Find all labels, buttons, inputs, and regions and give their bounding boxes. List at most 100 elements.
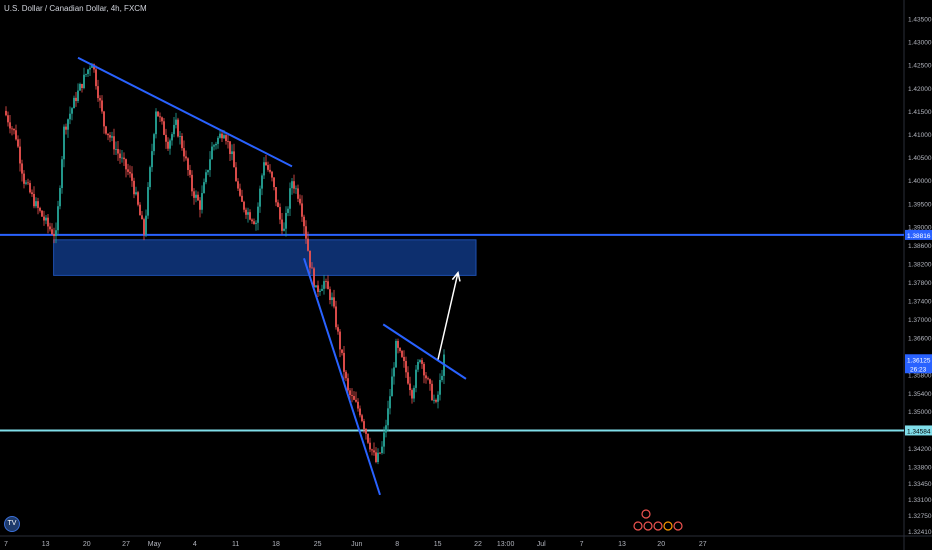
economic-event-icon <box>643 521 653 531</box>
candle-body <box>145 215 147 235</box>
candle-body <box>231 151 233 155</box>
candle-body <box>437 394 439 402</box>
candle-body <box>209 159 211 171</box>
candle-body <box>187 158 189 170</box>
candle-body <box>341 349 343 353</box>
candle-body <box>121 157 123 159</box>
candle-body <box>397 340 399 348</box>
date-tick-label: Jul <box>537 541 546 548</box>
candle-body <box>195 194 197 198</box>
candle-body <box>101 100 103 112</box>
candle-body <box>269 169 271 172</box>
candle-body <box>319 290 321 292</box>
candle-body <box>97 86 99 99</box>
candle-body <box>287 208 289 213</box>
price-tick-label: 1.33800 <box>908 465 932 472</box>
candle-body <box>157 111 159 117</box>
candle-body <box>283 228 285 231</box>
candle-body <box>139 204 141 216</box>
date-tick-label: May <box>148 541 162 548</box>
date-tick-label: 15 <box>434 541 442 548</box>
candle-body <box>261 175 263 189</box>
candle-body <box>425 375 427 379</box>
candle-body <box>325 281 327 282</box>
candle-body <box>317 285 319 292</box>
price-tick-label: 1.35400 <box>908 391 932 398</box>
candle-body <box>109 135 111 138</box>
candle-body <box>27 182 29 184</box>
tradingview-logo[interactable]: TV <box>4 516 20 532</box>
price-tick-label: 1.37800 <box>908 280 932 287</box>
candle-body <box>17 139 19 147</box>
candle-body <box>311 267 313 269</box>
candle-body <box>289 188 291 209</box>
candle-body <box>185 156 187 159</box>
candle-body <box>39 207 41 211</box>
candle-body <box>115 149 117 150</box>
candle-body <box>393 367 395 377</box>
candle-body <box>291 181 293 189</box>
candle-body <box>199 200 201 210</box>
candle-body <box>55 230 57 236</box>
candle-body <box>77 90 79 102</box>
candle-body <box>313 268 315 288</box>
candle-body <box>13 128 15 131</box>
projection-arrow-head <box>451 270 461 282</box>
candle-body <box>395 340 397 368</box>
candle-body <box>271 171 273 178</box>
candle-body <box>183 148 185 157</box>
date-tick-label: 27 <box>122 541 130 548</box>
candle-body <box>35 201 37 207</box>
candle-body <box>129 171 131 174</box>
candle-body <box>345 371 347 379</box>
candle-body <box>329 289 331 300</box>
candle-body <box>29 183 31 193</box>
candle-body <box>247 212 249 215</box>
candle-body <box>53 234 55 236</box>
date-tick-label: 11 <box>232 541 239 548</box>
candle-body <box>71 108 73 114</box>
candle-body <box>41 210 43 217</box>
candle-body <box>81 83 83 89</box>
price-tick-label: 1.38600 <box>908 243 932 250</box>
candle-body <box>235 167 237 182</box>
candle-body <box>375 452 377 463</box>
candle-body <box>135 192 137 195</box>
candle-body <box>237 181 239 189</box>
price-tick-label: 1.36600 <box>908 335 932 342</box>
candle-body <box>309 250 311 268</box>
candle-body <box>165 134 167 142</box>
candle-body <box>379 452 381 454</box>
candle-body <box>63 126 65 160</box>
candle-body <box>273 177 275 188</box>
candle-body <box>333 297 335 307</box>
last-price-tag <box>905 354 932 374</box>
candle-body <box>249 212 251 220</box>
candle-body <box>111 136 113 138</box>
candle-body <box>9 122 11 129</box>
candle-body <box>217 137 219 144</box>
trendline-1 <box>77 56 293 168</box>
candle-body <box>67 119 69 130</box>
candle-body <box>219 133 221 138</box>
candle-body <box>163 121 165 135</box>
candle-body <box>117 149 119 154</box>
candle-body <box>127 169 129 172</box>
symbol-title: U.S. Dollar / Canadian Dollar, 4h, FXCM <box>4 4 147 13</box>
candle-body <box>255 222 257 224</box>
candle-body <box>297 188 299 199</box>
candle-body <box>207 170 209 173</box>
date-tick-label: 25 <box>314 541 322 548</box>
candle-body <box>133 180 135 195</box>
candle-body <box>363 421 365 429</box>
candle-body <box>155 111 157 135</box>
price-tick-label: 1.40500 <box>908 155 932 162</box>
candle-body <box>389 396 391 409</box>
candle-body <box>213 145 215 147</box>
candle-body <box>353 396 355 400</box>
candle-body <box>31 192 33 194</box>
candle-body <box>7 115 9 123</box>
candle-body <box>19 146 21 164</box>
candle-body <box>399 347 401 351</box>
